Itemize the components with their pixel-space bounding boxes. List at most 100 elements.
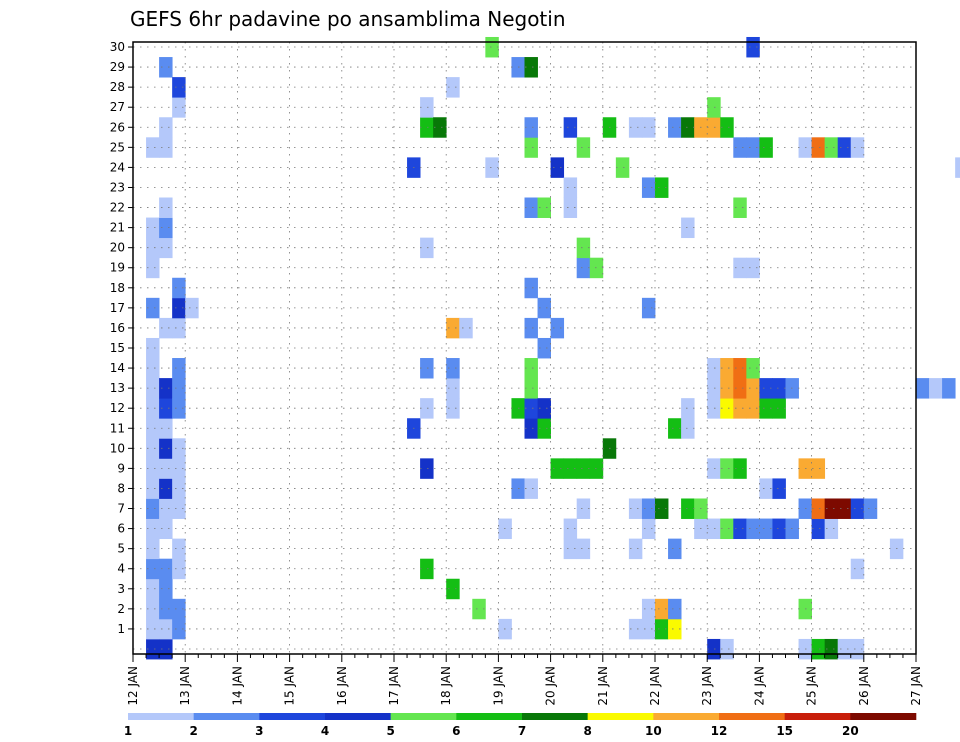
- heatmap-cell: [733, 458, 747, 479]
- heatmap-cell: [707, 458, 721, 479]
- x-tick-label: 21 JAN: [596, 666, 610, 706]
- heatmap-cell: [811, 137, 826, 158]
- heatmap-cell: [707, 398, 721, 419]
- heatmap-cell: [146, 337, 160, 359]
- colorbar-label: 20: [842, 724, 859, 738]
- x-tick-label: 26 JAN: [857, 666, 871, 706]
- heatmap-cell: [524, 478, 538, 499]
- heatmap-cell: [172, 498, 186, 519]
- heatmap-cell: [159, 57, 173, 78]
- heatmap-cell: [746, 518, 760, 540]
- x-tick-label: 17 JAN: [387, 666, 401, 706]
- heatmap-cell: [628, 618, 643, 640]
- grid-lines: [133, 42, 916, 654]
- heatmap-cell: [746, 378, 760, 399]
- heatmap-cell: [172, 618, 186, 640]
- heatmap-cell: [837, 498, 852, 519]
- heatmap-cell: [720, 378, 734, 399]
- heatmap-cell: [172, 77, 186, 98]
- heatmap-cell: [446, 578, 460, 600]
- y-tick-label: 12: [110, 401, 125, 415]
- heatmap-cell: [811, 518, 826, 540]
- heatmap-cell: [146, 618, 160, 640]
- heatmap-cell: [159, 558, 173, 580]
- y-tick-label: 6: [117, 522, 125, 536]
- heatmap-cell: [720, 398, 734, 419]
- heatmap-cell: [681, 418, 695, 439]
- heatmap-cell: [524, 378, 538, 399]
- heatmap-cell: [172, 398, 186, 419]
- colorbar-label: 12: [711, 724, 728, 738]
- colorbar-swatch: [456, 713, 523, 720]
- heatmap-cell: [628, 117, 643, 138]
- heatmap-cell: [759, 518, 773, 540]
- heatmap-cell: [146, 378, 160, 399]
- heatmap-cell: [576, 538, 591, 560]
- x-tick-label: 20 JAN: [544, 666, 558, 706]
- y-tick-label: 4: [117, 562, 125, 576]
- x-tick-label: 23 JAN: [700, 666, 714, 706]
- heatmap-cell: [720, 458, 734, 479]
- x-tick-label: 12 JAN: [126, 666, 140, 706]
- colorbar-swatch: [850, 713, 917, 720]
- heatmap-cell: [668, 618, 682, 640]
- y-tick-label: 9: [117, 461, 125, 475]
- heatmap-cell: [537, 197, 551, 218]
- y-axis: 1234567891011121314151617181920212223242…: [110, 40, 133, 636]
- heatmap-cell: [159, 117, 173, 138]
- y-tick-label: 28: [110, 80, 125, 94]
- heatmap-cell: [446, 378, 460, 399]
- heatmap-cell: [550, 157, 565, 178]
- heatmap-cell: [146, 538, 160, 560]
- y-tick-label: 24: [110, 160, 125, 174]
- x-tick-label: 14 JAN: [230, 666, 244, 706]
- y-tick-label: 13: [110, 381, 125, 395]
- heatmap-cell: [733, 518, 747, 540]
- heatmap-cell: [837, 638, 852, 660]
- x-tick-label: 19 JAN: [491, 666, 505, 706]
- heatmap-cell: [159, 598, 173, 620]
- heatmap-cell: [641, 297, 656, 319]
- heatmap-cell: [681, 498, 695, 519]
- y-tick-label: 19: [110, 261, 125, 275]
- heatmap-cell: [772, 518, 786, 540]
- heatmap-cell: [172, 558, 186, 580]
- heatmap-cell: [746, 398, 760, 419]
- x-tick-label: 24 JAN: [752, 666, 766, 706]
- heatmap-cell: [863, 498, 878, 519]
- heatmap-cell: [681, 217, 695, 239]
- heatmap-cell: [641, 518, 656, 540]
- colorbar-label: 10: [645, 724, 662, 738]
- heatmap-cell: [707, 638, 721, 660]
- x-tick-label: 27 JAN: [909, 666, 923, 706]
- heatmap-cell: [159, 378, 173, 399]
- heatmap-cell: [524, 398, 538, 419]
- heatmap-cell: [563, 518, 578, 540]
- heatmap-cell: [524, 277, 538, 299]
- heatmap-cell: [146, 558, 160, 580]
- heatmap-cell: [159, 578, 173, 600]
- y-tick-label: 29: [110, 60, 125, 74]
- heatmap-cell: [681, 398, 695, 419]
- x-tick-label: 22 JAN: [648, 666, 662, 706]
- heatmap-cell: [172, 297, 186, 319]
- heatmap-cell: [446, 358, 460, 379]
- heatmap-cell: [576, 137, 591, 158]
- heatmap-cell: [759, 137, 773, 158]
- heatmap-cell: [576, 257, 591, 279]
- heatmap-cell: [420, 358, 434, 379]
- heatmap-cell: [824, 518, 839, 540]
- heatmap-cell: [146, 217, 160, 239]
- heatmap-cell: [720, 358, 734, 379]
- y-tick-label: 26: [110, 120, 125, 134]
- heatmap-cell: [850, 498, 865, 519]
- heatmap-cell: [146, 137, 160, 158]
- heatmap-cell: [446, 77, 460, 98]
- heatmap-cell: [942, 378, 956, 399]
- heatmap-cell: [159, 398, 173, 419]
- heatmap-cell: [772, 398, 786, 419]
- colorbar-swatch: [522, 713, 588, 720]
- heatmap-cell: [563, 458, 578, 479]
- heatmap-cell: [837, 137, 852, 158]
- colorbar-swatch: [653, 713, 720, 720]
